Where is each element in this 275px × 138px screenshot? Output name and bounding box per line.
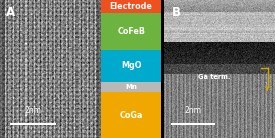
Text: Ga term.: Ga term.	[198, 74, 230, 80]
Text: 2nm: 2nm	[24, 106, 42, 115]
Text: Electrode: Electrode	[110, 2, 153, 11]
Text: CoFeB: CoFeB	[117, 27, 145, 36]
Text: Mn: Mn	[125, 84, 137, 90]
Text: CoGa: CoGa	[119, 111, 143, 120]
Text: 2nm: 2nm	[185, 106, 202, 115]
Text: B: B	[172, 6, 181, 18]
Text: MgO: MgO	[121, 61, 141, 70]
Text: A: A	[6, 6, 15, 18]
